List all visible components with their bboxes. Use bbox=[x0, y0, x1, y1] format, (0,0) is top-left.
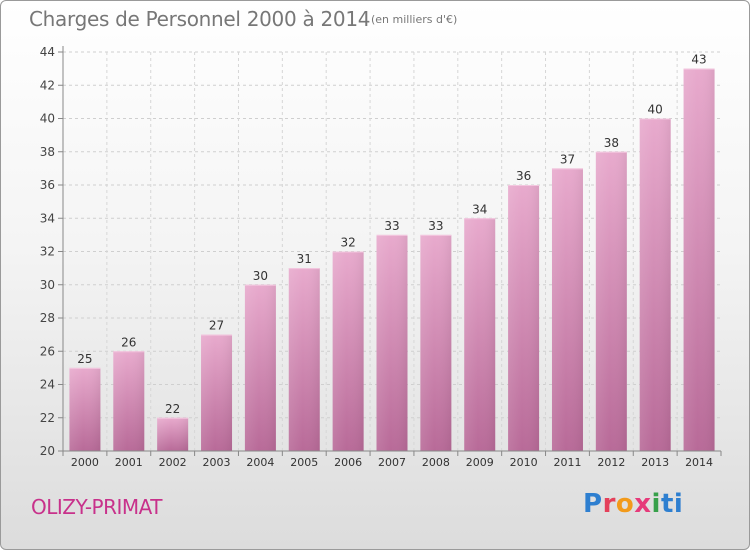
bar-shade bbox=[639, 118, 671, 451]
data-label: 38 bbox=[604, 136, 619, 150]
bar-shade bbox=[464, 218, 496, 451]
town-name: OLIZY-PRIMAT bbox=[31, 495, 163, 519]
data-label: 26 bbox=[121, 335, 136, 349]
bar-shade bbox=[157, 417, 189, 451]
data-label: 27 bbox=[209, 319, 224, 333]
x-tick-label: 2000 bbox=[71, 456, 99, 469]
x-tick-label: 2005 bbox=[290, 456, 318, 469]
bar-shade bbox=[683, 68, 715, 451]
data-label: 36 bbox=[516, 169, 531, 183]
logo-letter: P bbox=[583, 489, 603, 519]
bar-shade bbox=[332, 251, 364, 451]
bar-shade bbox=[551, 168, 583, 451]
data-label: 30 bbox=[253, 269, 268, 283]
y-tick-label: 30 bbox=[40, 278, 55, 292]
logo-letter: ti bbox=[660, 489, 684, 519]
x-tick-label: 2004 bbox=[246, 456, 274, 469]
proxiti-logo: Proxiti bbox=[583, 489, 683, 519]
y-tick-label: 28 bbox=[40, 311, 55, 325]
bar-shade bbox=[508, 185, 540, 451]
logo-letter: o bbox=[615, 489, 635, 519]
data-label: 37 bbox=[560, 152, 575, 166]
data-label: 33 bbox=[384, 219, 399, 233]
x-tick-label: 2001 bbox=[115, 456, 143, 469]
x-tick-label: 2014 bbox=[685, 456, 713, 469]
y-tick-label: 20 bbox=[40, 444, 55, 458]
bar-shade bbox=[595, 151, 627, 451]
data-label: 25 bbox=[77, 352, 92, 366]
y-tick-label: 26 bbox=[40, 344, 55, 358]
data-label: 31 bbox=[297, 252, 312, 266]
bar-shade bbox=[69, 367, 101, 451]
x-tick-label: 2009 bbox=[466, 456, 494, 469]
data-label: 33 bbox=[428, 219, 443, 233]
data-label: 34 bbox=[472, 202, 487, 216]
bar-shade bbox=[420, 234, 452, 451]
bar-shade bbox=[288, 268, 320, 451]
chart-title: Charges de Personnel 2000 à 2014 bbox=[29, 7, 371, 31]
x-tick-label: 2008 bbox=[422, 456, 450, 469]
bar-shade bbox=[244, 284, 276, 451]
logo-letter: r bbox=[602, 489, 616, 519]
y-tick-label: 38 bbox=[40, 145, 55, 159]
y-tick-label: 36 bbox=[40, 178, 55, 192]
y-tick-label: 34 bbox=[40, 211, 55, 225]
x-tick-label: 2003 bbox=[203, 456, 231, 469]
y-tick-label: 44 bbox=[40, 45, 55, 59]
x-tick-label: 2011 bbox=[553, 456, 581, 469]
x-tick-label: 2012 bbox=[597, 456, 625, 469]
logo-letter: i bbox=[651, 489, 661, 519]
data-label: 40 bbox=[648, 103, 663, 117]
y-tick-label: 32 bbox=[40, 245, 55, 259]
x-tick-label: 2013 bbox=[641, 456, 669, 469]
x-tick-label: 2002 bbox=[159, 456, 187, 469]
y-tick-label: 22 bbox=[40, 411, 55, 425]
y-tick-label: 42 bbox=[40, 78, 55, 92]
x-tick-label: 2006 bbox=[334, 456, 362, 469]
x-tick-label: 2007 bbox=[378, 456, 406, 469]
bar-shade bbox=[201, 334, 233, 451]
data-label: 43 bbox=[691, 53, 706, 67]
data-label: 32 bbox=[340, 236, 355, 250]
y-tick-label: 40 bbox=[40, 112, 55, 126]
chart-subtitle: (en milliers d'€) bbox=[371, 13, 458, 26]
logo-letter: x bbox=[634, 489, 652, 519]
bar-shade bbox=[376, 234, 408, 451]
data-label: 22 bbox=[165, 402, 180, 416]
y-tick-label: 24 bbox=[40, 378, 55, 392]
x-tick-label: 2010 bbox=[510, 456, 538, 469]
bar-shade bbox=[113, 351, 145, 451]
